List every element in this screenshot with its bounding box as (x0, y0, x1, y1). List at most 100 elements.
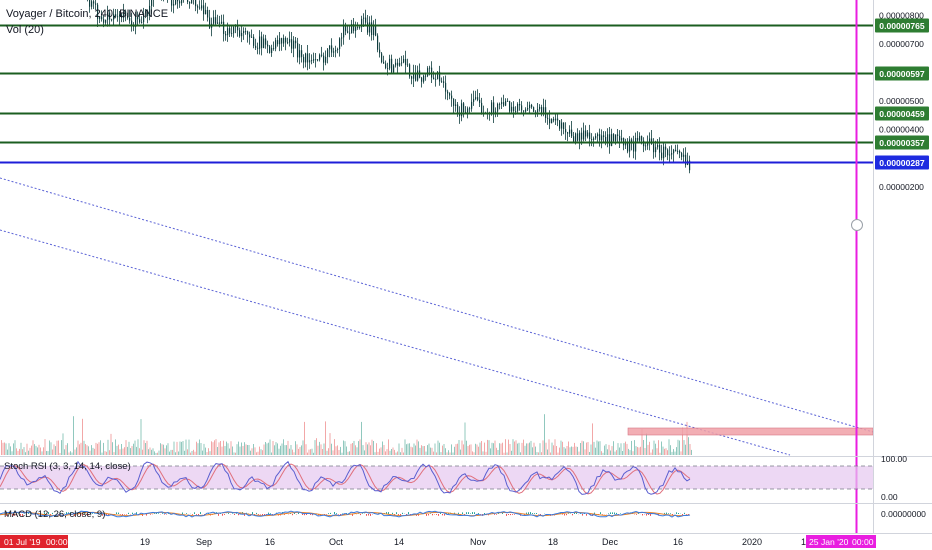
volume-bar (569, 447, 571, 455)
volume-bar (287, 440, 289, 455)
horizontal-levels[interactable]: 0.000009610.000007650.000005970.00000459… (0, 0, 929, 170)
volume-bar (185, 439, 187, 455)
candle-body (227, 28, 229, 36)
volume-bar (532, 447, 533, 455)
macd-histogram-bar (252, 512, 253, 514)
candle-body (445, 82, 447, 92)
candle-body (447, 91, 449, 94)
candle-body (295, 40, 297, 44)
candle-body (427, 68, 429, 76)
candle-body (229, 28, 231, 34)
volume-bar (100, 440, 101, 455)
macd-histogram-bar (258, 514, 259, 515)
volume-bar (563, 447, 565, 455)
candle-body (463, 103, 465, 112)
macd-histogram-bar (90, 513, 91, 514)
candle-body (581, 132, 583, 140)
volume-bar (445, 448, 446, 455)
candle-body (653, 144, 655, 153)
volume-bar (527, 443, 529, 455)
macd-histogram-bar (568, 513, 569, 514)
volume-bar (197, 443, 199, 455)
volume-bar (662, 446, 664, 455)
volume-bar (317, 445, 319, 455)
candle-body (515, 111, 517, 112)
macd-histogram-bar (394, 514, 395, 515)
candle-body (689, 160, 691, 171)
macd-histogram-bar (686, 514, 687, 515)
candle-body (209, 17, 211, 28)
volume-bar (298, 448, 299, 455)
candle-body (527, 108, 529, 110)
volume-bar (511, 450, 512, 455)
volume-bar (488, 440, 490, 455)
volume-bar (38, 444, 40, 455)
volume-bar (245, 444, 247, 455)
macd-histogram-bar (302, 514, 303, 515)
volume-bar (34, 444, 35, 455)
candle-body (299, 50, 301, 58)
candle-body (619, 135, 621, 141)
candle-body (301, 50, 303, 57)
macd-histogram-bar (386, 512, 387, 514)
volume-bar (193, 449, 194, 455)
candle-body (559, 120, 561, 129)
candle-body (297, 43, 299, 58)
candle-body (421, 77, 423, 82)
macd-histogram-bar (608, 513, 609, 514)
volume-bar (50, 442, 52, 455)
volume-bar (358, 441, 359, 455)
volume-bar (523, 439, 524, 455)
volume-bar (440, 452, 442, 455)
volume-bar (587, 442, 589, 455)
macd-histogram-bar (574, 512, 575, 514)
candle-body (207, 10, 209, 18)
volume-bar (1, 440, 2, 455)
vertical-date-line[interactable] (851, 0, 863, 533)
candle-body (607, 134, 609, 142)
macd-histogram-bar (6, 514, 7, 516)
volume-bar (401, 447, 403, 455)
volume-bar (625, 441, 626, 455)
volume-bar (169, 451, 170, 455)
time-axis[interactable]: 19Sep16Oct14Nov18Dec1620201301 Jul '1900… (0, 533, 932, 549)
volume-bar (658, 440, 659, 455)
macd-histogram-bar (496, 514, 497, 515)
candle-body (273, 48, 275, 49)
volume-bar (226, 441, 227, 455)
volume-bar (208, 448, 209, 455)
macd-histogram-bar (136, 512, 137, 514)
volume-bar (326, 450, 328, 455)
candle-body (95, 3, 97, 5)
price-tick-label: 0.00000800 (879, 10, 924, 20)
volume-bar (44, 439, 46, 455)
volume-bar (301, 445, 302, 455)
candle-body (543, 107, 545, 113)
macd-histogram-bar (186, 513, 187, 514)
macd-histogram-bar (162, 513, 163, 514)
candle-body (351, 24, 353, 34)
candle-body (97, 4, 99, 19)
volume-bar (428, 443, 430, 455)
candle-body (103, 19, 105, 23)
volume-bar (655, 443, 656, 455)
volume-bar (110, 433, 112, 455)
price-axis[interactable]: 0.000017000.000016000.000015000.00001400… (873, 0, 925, 533)
candle-body (99, 16, 101, 19)
macd-histogram-bar (454, 512, 455, 514)
volume-bar (263, 444, 265, 455)
volume-bar (70, 451, 71, 455)
volume-bar (28, 450, 29, 455)
candle-body (523, 110, 525, 112)
trend-line-lower (0, 229, 791, 456)
volume-bar (251, 448, 253, 455)
candle-body (225, 33, 227, 36)
volume-bar (571, 446, 572, 455)
volume-bar (40, 447, 41, 455)
volume-bar (638, 447, 640, 455)
volume-bar (421, 445, 422, 455)
macd-histogram-bar (262, 514, 263, 516)
macd-histogram-bar (236, 513, 237, 514)
volume-bar (475, 443, 476, 455)
